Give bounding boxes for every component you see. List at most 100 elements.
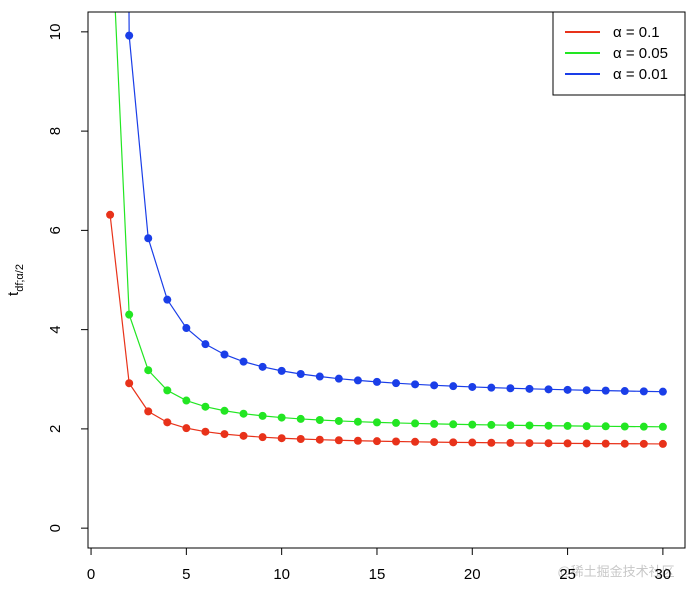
data-point <box>372 418 381 427</box>
x-tick-label: 0 <box>87 566 95 583</box>
data-point <box>430 438 439 447</box>
data-point <box>163 418 172 427</box>
y-tick-label: 10 <box>47 24 64 41</box>
y-tick-label: 2 <box>47 425 64 433</box>
data-point <box>487 438 496 447</box>
x-tick-label: 10 <box>273 566 290 583</box>
data-point <box>563 421 572 430</box>
data-point <box>468 382 477 391</box>
data-point <box>430 381 439 390</box>
data-point <box>392 437 401 446</box>
data-point <box>620 422 629 431</box>
data-point <box>163 295 172 304</box>
data-point <box>544 385 553 394</box>
data-point <box>411 437 420 446</box>
data-point <box>220 406 229 415</box>
data-point <box>430 419 439 428</box>
data-point <box>258 433 267 442</box>
x-tick-label: 15 <box>369 566 386 583</box>
data-point <box>525 384 534 393</box>
data-point <box>144 366 153 375</box>
x-tick-label: 5 <box>182 566 190 583</box>
watermark: @稀土掘金技术社区 <box>557 564 674 579</box>
data-point <box>239 431 248 440</box>
y-tick-label: 0 <box>47 524 64 532</box>
data-point <box>582 386 591 395</box>
y-tick-label: 4 <box>47 325 64 333</box>
data-point <box>125 310 134 319</box>
data-point <box>449 420 458 429</box>
legend-box <box>552 11 686 96</box>
data-point <box>315 435 324 444</box>
y-axis-label: tdf;α/2 <box>5 264 26 296</box>
data-point <box>487 383 496 392</box>
data-point <box>468 438 477 447</box>
data-point <box>144 407 153 416</box>
data-point <box>468 420 477 429</box>
data-point <box>277 413 286 422</box>
plot-area <box>106 12 667 448</box>
data-point <box>201 427 210 436</box>
data-point <box>201 340 210 349</box>
data-point <box>392 418 401 427</box>
data-point <box>411 380 420 389</box>
data-point <box>372 437 381 446</box>
legend-label: α = 0.1 <box>613 24 660 41</box>
data-point <box>582 422 591 431</box>
data-point <box>239 357 248 366</box>
y-tick-label: 6 <box>47 226 64 234</box>
x-tick-label: 25 <box>559 566 576 583</box>
data-point <box>220 430 229 439</box>
data-point <box>658 422 667 431</box>
data-point <box>411 419 420 428</box>
data-point <box>125 379 134 388</box>
data-point <box>658 387 667 396</box>
data-point <box>353 417 362 426</box>
data-point <box>639 439 648 448</box>
data-point <box>296 369 305 378</box>
data-point <box>372 377 381 386</box>
data-point <box>258 362 267 371</box>
data-point <box>353 376 362 385</box>
data-point <box>601 439 610 448</box>
data-point <box>125 31 134 40</box>
data-point <box>277 366 286 375</box>
data-point <box>315 416 324 425</box>
data-point <box>353 436 362 445</box>
data-point <box>144 234 153 243</box>
data-point <box>296 414 305 423</box>
data-point <box>315 372 324 381</box>
data-point <box>277 434 286 443</box>
data-point <box>506 421 515 430</box>
data-point <box>392 379 401 388</box>
data-point <box>182 396 191 405</box>
series-line <box>109 214 663 445</box>
data-point <box>334 374 343 383</box>
data-point <box>334 436 343 445</box>
data-point <box>544 421 553 430</box>
data-point <box>601 386 610 395</box>
data-point <box>563 439 572 448</box>
data-point <box>506 438 515 447</box>
data-point <box>449 382 458 391</box>
data-point <box>620 387 629 396</box>
data-point <box>525 421 534 430</box>
data-point <box>525 439 534 448</box>
y-label-main: t <box>5 291 22 296</box>
data-point <box>220 350 229 359</box>
legend-label: α = 0.01 <box>613 66 668 83</box>
data-point <box>163 386 172 395</box>
data-point <box>106 210 115 219</box>
data-point <box>639 387 648 396</box>
y-label-sub: df;α/2 <box>14 264 26 292</box>
data-point <box>582 439 591 448</box>
data-point <box>563 385 572 394</box>
data-point <box>658 439 667 448</box>
data-point <box>296 435 305 444</box>
data-point <box>620 439 629 448</box>
x-tick-label: 30 <box>655 566 672 583</box>
data-point <box>506 384 515 393</box>
data-point <box>639 422 648 431</box>
data-point <box>449 438 458 447</box>
